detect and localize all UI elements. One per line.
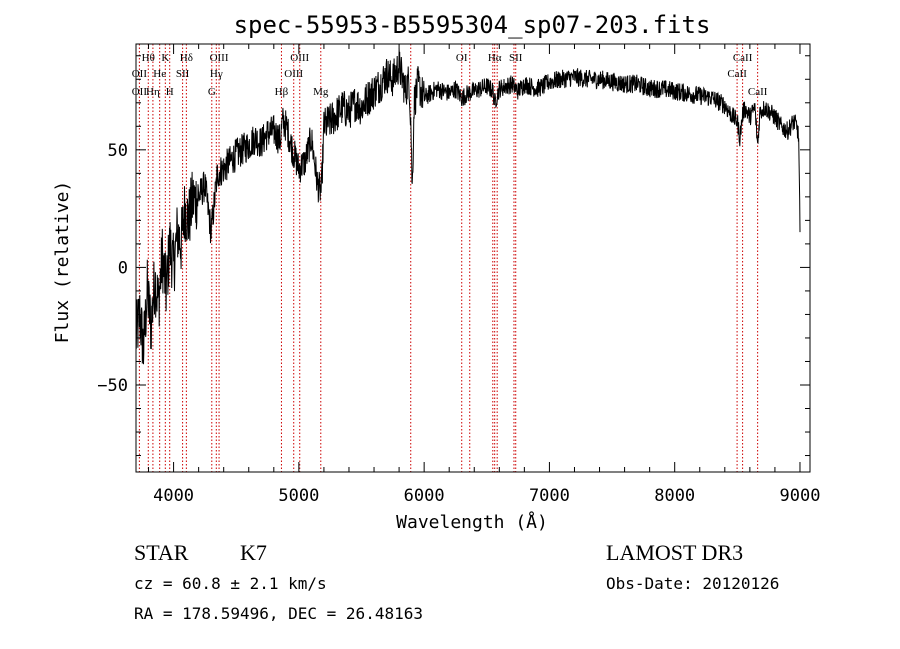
survey-name: LAMOST DR3 [606,540,744,565]
line-label: CaII [733,52,753,64]
line-label: OIII [210,52,229,64]
line-label: K [161,52,169,64]
x-tick-label: 6000 [404,486,445,506]
line-label: Hα [488,52,502,64]
line-label: CaII [727,68,747,80]
y-tick-label: 50 [108,141,128,161]
x-tick-label: 4000 [153,486,194,506]
redshift-cz: cz = 60.8 ± 2.1 km/s [134,574,327,593]
line-label: SII [509,52,523,64]
x-tick-label: 5000 [278,486,319,506]
x-tick-label: 8000 [654,486,695,506]
line-label: CaII [748,86,768,98]
line-label: Mg [313,86,329,98]
x-tick-label: 9000 [780,486,821,506]
coordinates: RA = 178.59496, DEC = 26.48163 [134,604,423,623]
y-tick-label: −50 [97,376,128,396]
line-markers [138,44,759,472]
line-label: OIII [284,68,303,80]
axes: 4000 5000 6000 7000 8000 9000 −50 0 50 [97,43,821,506]
line-label: SII [176,68,190,80]
line-label: Hθ [142,52,155,64]
line-label: Hγ [210,68,223,80]
line-label: Hδ [180,52,193,64]
line-label: Hη [146,86,160,98]
y-axis-label: Flux (relative) [52,181,73,344]
line-labels: Hθ K Hδ OIII OIII OI Hα SII CaII OII He SII Hγ OIII Ca… [132,52,768,98]
line-label: OIII [290,52,309,64]
chart-title: spec-55953-B5595304_sp07-203.fits [234,11,711,39]
spectrum-series [135,48,801,365]
line-label: H [166,86,174,98]
object-subclass: K7 [240,540,267,565]
line-label: OII [132,86,148,98]
line-label: G [208,86,216,98]
plot-frame [135,43,811,473]
line-label: OI [456,52,468,64]
observation-date: Obs-Date: 20120126 [606,574,780,593]
line-label: OII [132,68,148,80]
spectrum-line [135,48,801,365]
y-tick-label: 0 [118,258,128,278]
x-axis-label: Wavelength (Å) [396,511,548,533]
line-label: Hβ [275,86,289,98]
x-tick-label: 7000 [529,486,570,506]
object-class: STAR [134,540,189,565]
line-label: He [153,68,166,80]
